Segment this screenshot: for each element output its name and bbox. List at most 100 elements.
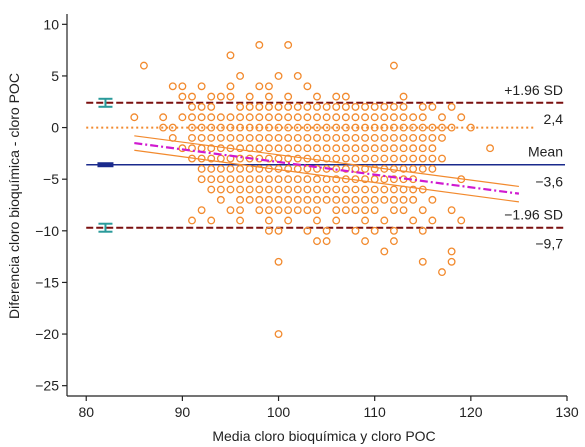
data-point xyxy=(264,206,273,215)
data-point xyxy=(389,237,398,246)
data-point xyxy=(293,133,302,142)
data-point xyxy=(361,133,370,142)
data-point xyxy=(284,144,293,153)
data-point xyxy=(236,164,245,173)
data-point xyxy=(332,102,341,111)
x-tick-label: 120 xyxy=(459,404,483,420)
data-point xyxy=(293,185,302,194)
data-point xyxy=(341,164,350,173)
data-point xyxy=(389,226,398,235)
confidence-band-lower xyxy=(134,149,520,203)
data-point xyxy=(284,216,293,225)
regression-line xyxy=(134,141,520,195)
data-point xyxy=(284,113,293,122)
data-point xyxy=(197,164,206,173)
data-point xyxy=(322,144,331,153)
data-point xyxy=(389,144,398,153)
data-point xyxy=(139,61,148,70)
data-point xyxy=(226,82,235,91)
data-point xyxy=(351,144,360,153)
data-point xyxy=(341,154,350,163)
data-point xyxy=(409,185,418,194)
data-point xyxy=(389,133,398,142)
data-point xyxy=(284,102,293,111)
data-point xyxy=(236,216,245,225)
x-axis-title: Media cloro bioquímica y cloro POC xyxy=(212,428,435,444)
data-point xyxy=(418,154,427,163)
data-point xyxy=(216,185,225,194)
data-point xyxy=(313,195,321,204)
data-point xyxy=(389,164,398,173)
data-point xyxy=(447,257,456,266)
data-point xyxy=(255,144,264,153)
data-point xyxy=(351,133,360,142)
data-point xyxy=(216,154,225,163)
data-point xyxy=(255,185,264,194)
data-point xyxy=(303,206,312,215)
data-point xyxy=(274,154,283,163)
data-point xyxy=(226,175,235,184)
data-point xyxy=(313,206,321,215)
data-point xyxy=(207,154,216,163)
data-point xyxy=(207,144,216,153)
data-point xyxy=(264,175,273,184)
data-point xyxy=(438,123,446,132)
data-point xyxy=(409,154,418,163)
data-point xyxy=(370,164,379,173)
data-point xyxy=(274,195,283,204)
data-point xyxy=(293,164,302,173)
data-point xyxy=(207,113,216,122)
data-point xyxy=(303,164,312,173)
data-point xyxy=(264,133,273,142)
data-point xyxy=(255,82,264,91)
data-point xyxy=(293,154,302,163)
data-point xyxy=(188,92,196,101)
data-point xyxy=(303,133,312,142)
data-point xyxy=(322,113,331,122)
data-point xyxy=(380,113,389,122)
data-point xyxy=(216,195,225,204)
data-point xyxy=(264,195,273,204)
data-point xyxy=(236,195,245,204)
data-point xyxy=(216,164,225,173)
data-point xyxy=(399,206,408,215)
data-point xyxy=(399,195,408,204)
data-point xyxy=(361,216,370,225)
data-point xyxy=(409,133,418,142)
data-point xyxy=(255,41,264,49)
data-point xyxy=(428,216,437,225)
data-point xyxy=(236,185,245,194)
data-point xyxy=(447,247,456,256)
data-point xyxy=(418,102,427,111)
data-point xyxy=(255,195,264,204)
y-tick-label: −5 xyxy=(43,171,59,187)
data-point xyxy=(226,206,235,215)
data-point xyxy=(361,154,370,163)
data-point xyxy=(284,195,293,204)
data-point xyxy=(284,175,293,184)
data-point xyxy=(341,185,350,194)
y-tick-label: 5 xyxy=(51,68,59,84)
y-tick-label: 10 xyxy=(43,16,59,32)
data-point xyxy=(207,216,216,225)
data-point xyxy=(438,133,446,142)
data-point xyxy=(236,102,245,111)
data-point xyxy=(399,164,408,173)
data-point xyxy=(255,113,264,122)
data-point xyxy=(226,92,235,101)
data-point xyxy=(457,113,466,122)
data-point xyxy=(245,195,254,204)
data-point xyxy=(226,164,235,173)
data-point xyxy=(332,154,341,163)
data-point xyxy=(370,226,379,235)
data-point xyxy=(313,154,321,163)
data-point xyxy=(361,144,370,153)
data-point xyxy=(341,92,350,101)
data-point xyxy=(341,144,350,153)
data-point xyxy=(313,237,321,246)
data-point xyxy=(236,133,245,142)
data-point xyxy=(409,123,418,132)
data-point xyxy=(409,113,418,122)
data-point xyxy=(399,113,408,122)
data-point xyxy=(332,206,341,215)
